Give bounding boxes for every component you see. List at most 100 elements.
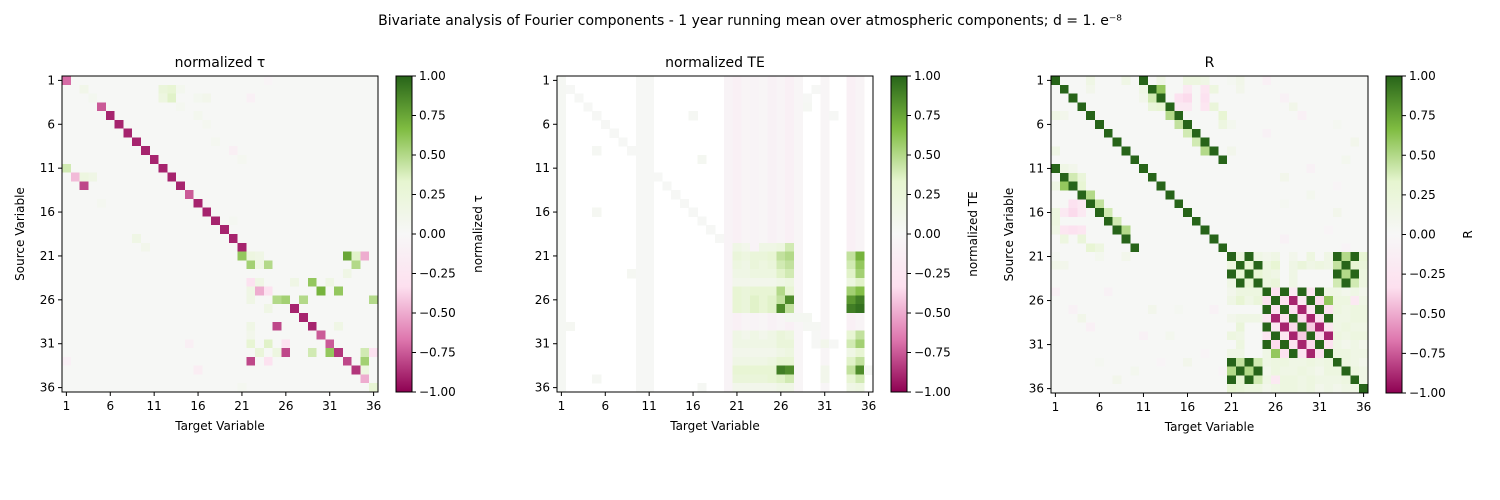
heatmap-cell: [342, 128, 353, 138]
heatmap-cell: [79, 146, 89, 156]
heatmap-cell: [316, 111, 326, 121]
heatmap-cell: [70, 181, 80, 191]
heatmap-cell: [1191, 84, 1202, 95]
heatmap-cell: [1306, 304, 1316, 315]
heatmap-cell: [1086, 76, 1096, 86]
heatmap-cell: [1112, 234, 1122, 244]
heatmap-cell: [158, 339, 168, 349]
heatmap-cell: [1174, 84, 1184, 95]
heatmap-cell: [732, 172, 742, 182]
heatmap-cell: [334, 146, 344, 156]
heatmap-cell: [149, 102, 159, 112]
heatmap-cell: [1306, 357, 1316, 367]
heatmap-cell: [1227, 181, 1237, 191]
heatmap-cell: [741, 304, 751, 314]
heatmap-cell: [158, 111, 168, 121]
heatmap-cell: [334, 260, 344, 270]
heatmap-cell: [1288, 357, 1298, 367]
heatmap-cell: [1103, 76, 1114, 86]
heatmap-cell: [88, 269, 98, 279]
heatmap-cell: [1271, 76, 1281, 86]
heatmap-cell: [732, 304, 742, 314]
heatmap-cell: [1279, 137, 1290, 147]
plot-frame: [61, 75, 379, 393]
heatmap-cell: [1077, 172, 1087, 183]
heatmap-cell: [1341, 155, 1351, 165]
heatmap-cell: [1359, 155, 1369, 165]
heatmap-cell: [220, 277, 230, 288]
heatmap-cell: [290, 181, 300, 191]
heatmap-cell: [132, 146, 142, 156]
heatmap-cell: [1359, 199, 1369, 209]
heatmap-cell: [202, 76, 212, 86]
heatmap-cell: [1279, 269, 1290, 279]
heatmap-cell: [1253, 384, 1263, 394]
heatmap-cell: [785, 321, 795, 331]
heatmap-cell: [1112, 243, 1122, 253]
heatmap-cell: [820, 234, 830, 244]
heatmap-cell: [334, 356, 344, 367]
heatmap-cell: [1359, 366, 1369, 376]
heatmap-cell: [193, 374, 203, 384]
heatmap-cell: [62, 234, 72, 244]
heatmap-cell: [1262, 331, 1272, 341]
heatmap-cell: [79, 225, 89, 235]
heatmap-cell: [1244, 172, 1254, 183]
heatmap-panel-1: normalized τ1166111116162121262631313636…: [13, 55, 485, 433]
heatmap-cell: [732, 295, 742, 305]
heatmap-cell: [1279, 199, 1290, 209]
heatmap-cell: [62, 181, 72, 191]
x-axis-label: Target Variable: [174, 419, 265, 433]
heatmap-cell: [141, 146, 151, 156]
heatmap-cell: [1200, 234, 1210, 244]
heatmap-cell: [1332, 164, 1342, 174]
heatmap-cell: [820, 198, 830, 209]
heatmap-cell: [272, 155, 282, 165]
heatmap-cell: [1086, 304, 1096, 315]
heatmap-cell: [307, 172, 317, 182]
heatmap-cell: [167, 234, 177, 244]
heatmap-cell: [1059, 304, 1070, 315]
heatmap-cell: [263, 119, 274, 130]
heatmap-cell: [334, 225, 344, 235]
heatmap-cell: [794, 225, 804, 235]
heatmap-cell: [176, 146, 186, 156]
heatmap-cell: [776, 295, 786, 305]
heatmap-cell: [1051, 313, 1061, 323]
heatmap-cell: [1332, 366, 1342, 376]
heatmap-cell: [123, 163, 133, 173]
heatmap-cell: [1051, 199, 1061, 209]
heatmap-cell: [369, 172, 379, 182]
heatmap-cell: [316, 84, 326, 94]
panel-title: normalized TE: [665, 55, 765, 71]
heatmap-cell: [758, 172, 769, 182]
heatmap-cell: [1341, 84, 1351, 95]
heatmap-cell: [794, 374, 804, 384]
heatmap-cell: [1130, 84, 1140, 95]
plot-frame: [556, 75, 874, 393]
heatmap-cell: [1200, 128, 1210, 139]
heatmap-cell: [1139, 234, 1149, 244]
heatmap-cell: [1068, 260, 1078, 271]
heatmap-cell: [794, 207, 804, 217]
heatmap-cell: [1200, 137, 1210, 147]
heatmap-cell: [1121, 84, 1131, 95]
heatmap-cell: [1306, 278, 1316, 288]
heatmap-cell: [97, 137, 107, 147]
heatmap-cell: [1077, 304, 1087, 315]
heatmap-cell: [62, 163, 72, 173]
heatmap-cell: [202, 216, 212, 226]
heatmap-cell: [351, 225, 361, 235]
heatmap-cell: [158, 295, 168, 305]
heatmap-cell: [1315, 357, 1325, 367]
heatmap-cell: [307, 146, 317, 156]
heatmap-cell: [1068, 366, 1078, 376]
heatmap-cell: [132, 234, 142, 244]
heatmap-cell: [114, 181, 124, 191]
heatmap-cell: [1086, 322, 1096, 332]
heatmap-cell: [123, 260, 133, 270]
heatmap-cell: [1147, 120, 1158, 130]
heatmap-cell: [176, 348, 186, 358]
heatmap-cell: [1297, 225, 1307, 235]
heatmap-cell: [1147, 287, 1158, 297]
